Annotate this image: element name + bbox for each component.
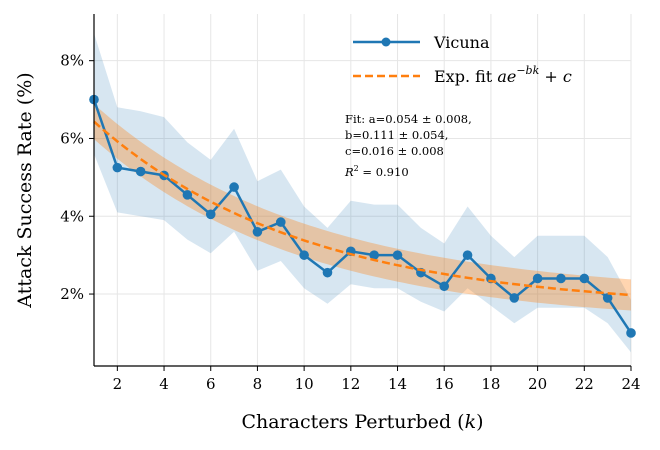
series-layer [89,94,636,338]
vicuna-ci-band [94,33,631,353]
x-tick-label: 8 [253,375,263,393]
vicuna-point [626,328,636,338]
legend: Vicuna Exp. fit ae−bk + c [353,33,572,86]
legend-marker-vicuna [381,37,391,47]
vicuna-point [182,190,193,200]
legend-item-exp-fit: Exp. fit ae−bk + c [353,64,572,86]
axes-layer: 2 4 6 8 10 12 14 16 18 20 22 242%4%6%8% [60,14,641,393]
x-tick-label: 16 [435,375,454,393]
legend-item-vicuna: Vicuna [353,33,490,52]
x-tick-label: 18 [481,375,500,393]
vicuna-point [112,162,123,173]
x-tick-label: 2 [113,375,123,393]
vicuna-point [205,209,216,220]
fit-annotation: Fit: a=0.054 ± 0.008, b=0.111 ± 0.054, c… [344,112,472,179]
vicuna-point [579,273,590,284]
vicuna-point [392,250,403,260]
vicuna-point [602,293,613,303]
y-tick-label: 6% [60,129,84,147]
vicuna-point [556,273,566,284]
vicuna-point [229,182,239,192]
vicuna-point [462,250,473,260]
x-tick-label: 6 [206,375,216,393]
x-tick-label: 22 [575,375,594,393]
x-tick-label: 24 [621,375,640,393]
y-tick-label: 4% [60,207,84,225]
vicuna-point [322,267,333,278]
y-axis-title: Attack Success Rate (%) [14,72,36,308]
vicuna-point [439,281,450,292]
annotation-line-2: b=0.111 ± 0.054, [345,128,448,142]
vicuna-point [135,166,146,177]
x-tick-label: 4 [159,375,169,393]
annotation-r2: R2 = 0.910 [344,164,409,179]
vicuna-point [509,293,520,303]
vicuna-point [299,250,309,260]
x-tick-label: 20 [528,375,547,393]
x-tick-label: 14 [388,375,407,393]
legend-label-exp-fit: Exp. fit ae−bk + c [434,64,572,86]
y-tick-label: 8% [60,52,84,70]
y-tick-label: 2% [60,285,84,303]
grid-layer [94,14,632,366]
x-tick-label: 12 [341,375,360,393]
vicuna-point [252,227,263,237]
x-axis-title: Characters Perturbed (k) [241,411,483,433]
vicuna-point [275,217,286,227]
x-tick-label: 10 [295,375,314,393]
vicuna-point [369,250,379,260]
exp-fit-line [93,120,632,297]
vicuna-point [532,273,543,284]
legend-label-vicuna: Vicuna [433,33,490,52]
annotation-line-3: c=0.016 ± 0.008 [345,144,444,158]
annotation-line-1: Fit: a=0.054 ± 0.008, [345,112,472,126]
